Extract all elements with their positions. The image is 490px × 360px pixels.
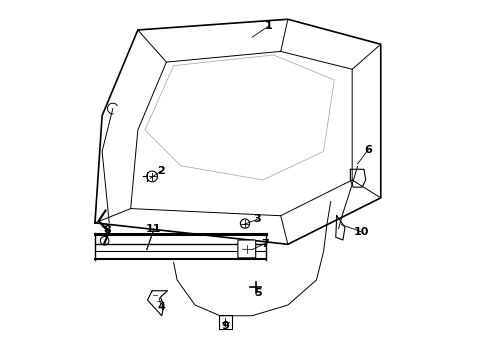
Text: 11: 11 [146,224,162,234]
Text: 1: 1 [264,21,272,31]
Text: 6: 6 [364,145,372,155]
Text: 2: 2 [157,166,165,176]
Text: 4: 4 [157,302,165,312]
Polygon shape [95,19,381,244]
Text: 3: 3 [254,214,261,224]
Text: 10: 10 [353,227,369,237]
Text: 8: 8 [103,225,111,235]
Text: 9: 9 [221,321,229,332]
Text: 7: 7 [261,239,269,249]
FancyBboxPatch shape [238,240,256,258]
Text: 5: 5 [254,288,261,297]
